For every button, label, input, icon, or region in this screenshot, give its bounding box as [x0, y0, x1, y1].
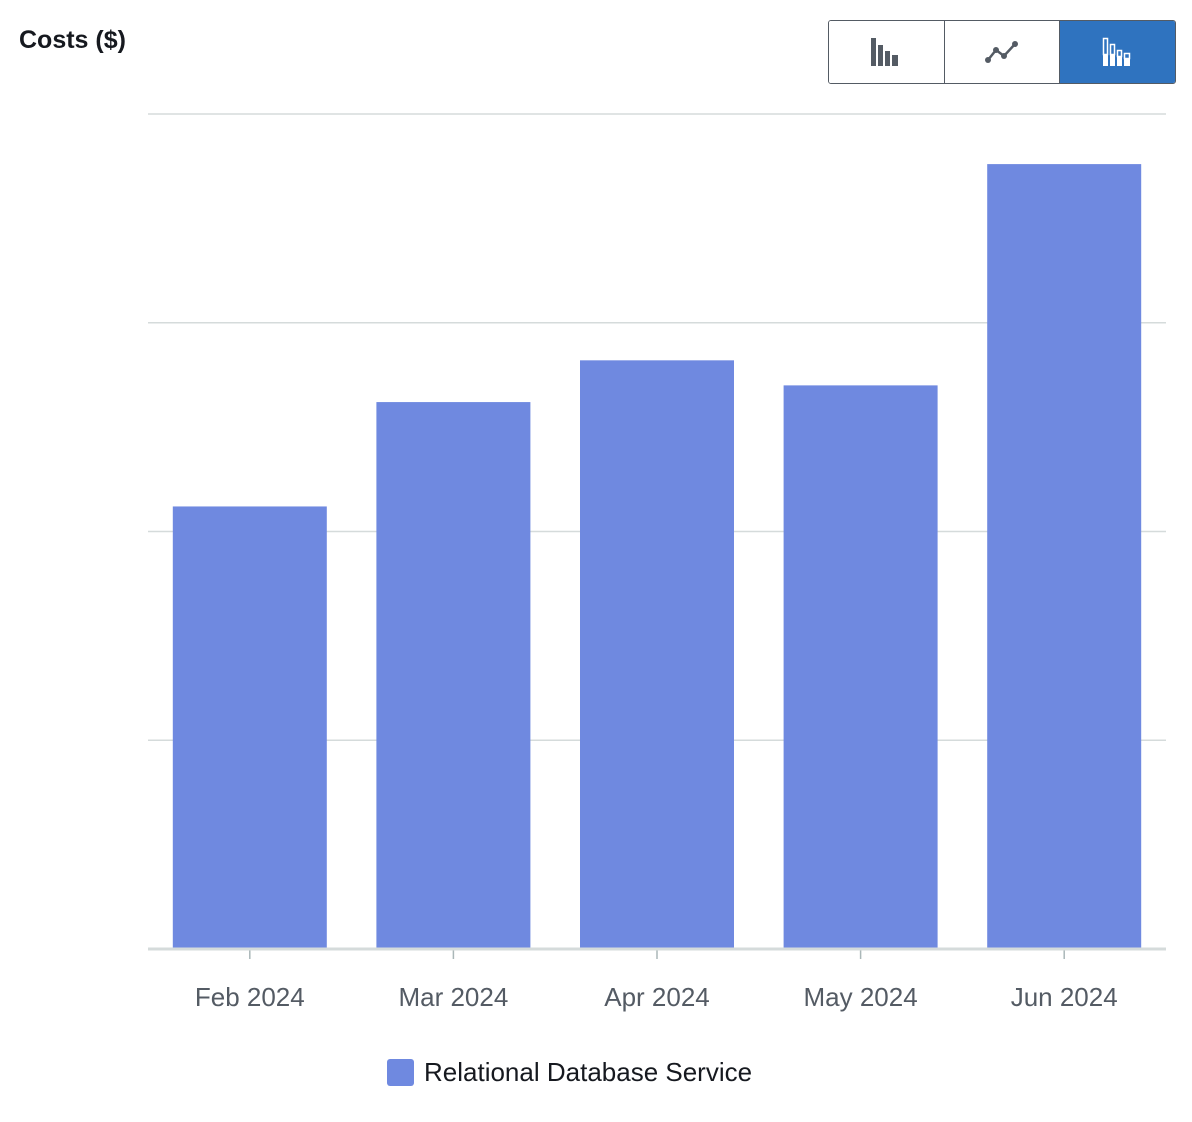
bar — [376, 402, 531, 949]
line-chart-icon — [985, 41, 1018, 63]
bar — [987, 164, 1142, 950]
x-tick-label: Jun 2024 — [1011, 982, 1118, 1012]
line-chart-view-button[interactable] — [943, 21, 1060, 83]
bar — [783, 385, 938, 949]
bar — [172, 506, 327, 949]
bar — [580, 360, 734, 949]
x-tick-label: May 2024 — [804, 982, 918, 1012]
x-tick-label: Apr 2024 — [604, 982, 710, 1012]
bar-chart-view-button[interactable] — [829, 21, 944, 83]
legend-swatch — [387, 1059, 414, 1086]
legend-label: Relational Database Service — [424, 1057, 753, 1087]
bar-chart-icon — [871, 38, 899, 66]
chart-legend: Relational Database Service — [387, 1057, 752, 1088]
bar-chart: Feb 2024 Mar 2024 Apr 2024 May 2024 Jun 2024 — [148, 113, 1166, 1012]
chart-view-toggle — [828, 20, 1176, 84]
stacked-bar-chart-icon — [1102, 37, 1130, 66]
x-tick-label: Mar 2024 — [398, 982, 508, 1012]
chart-title: Costs ($) — [19, 26, 126, 54]
x-tick-label: Feb 2024 — [195, 982, 305, 1012]
stacked-bar-chart-view-button[interactable] — [1059, 21, 1175, 83]
